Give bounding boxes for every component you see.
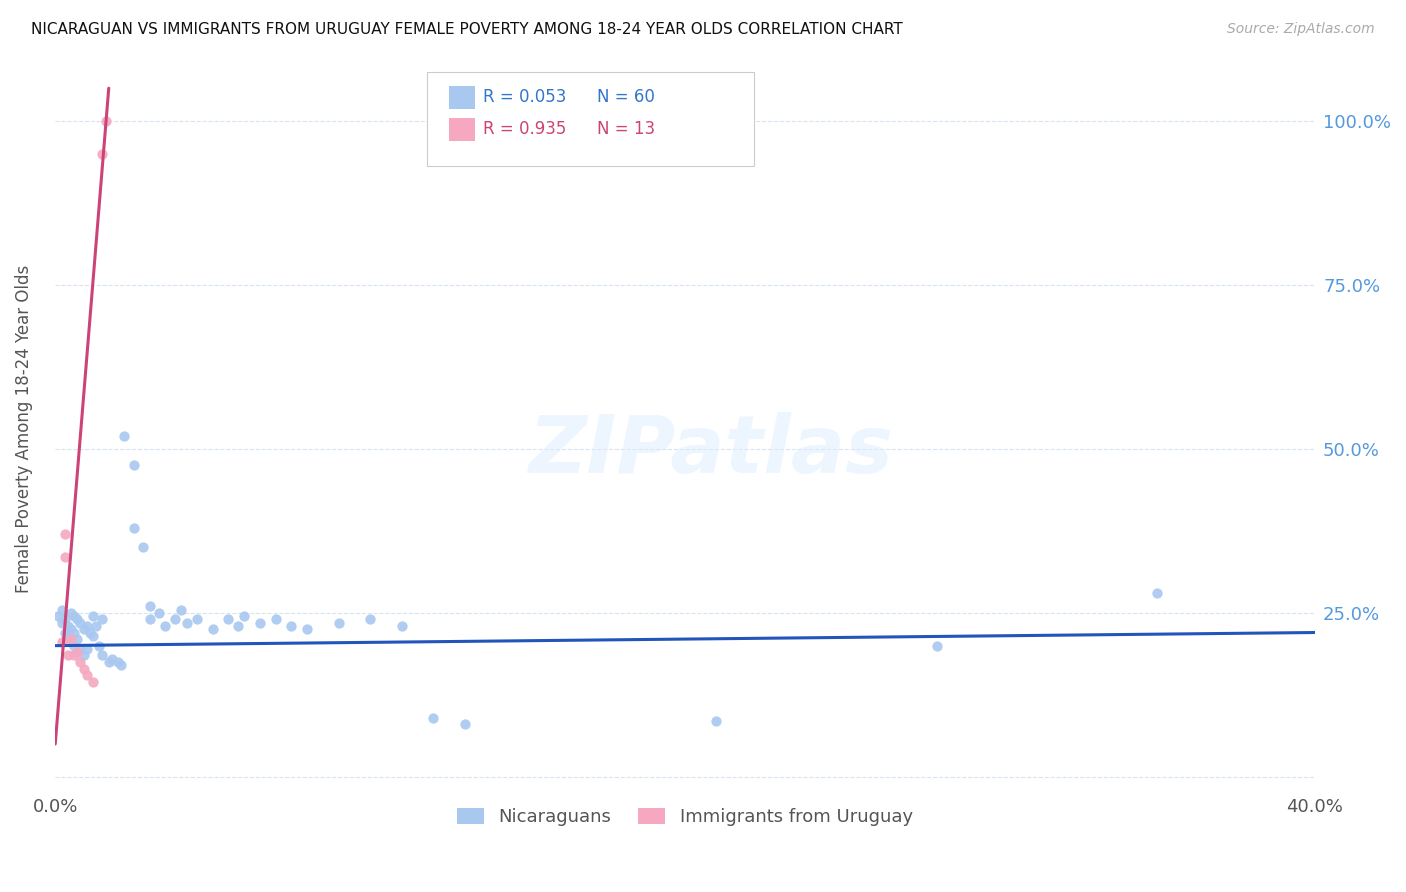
Point bbox=[59, 635, 82, 649]
Point bbox=[56, 629, 79, 643]
Point bbox=[170, 602, 193, 616]
Point bbox=[328, 615, 350, 630]
Point bbox=[91, 612, 114, 626]
Point bbox=[66, 612, 89, 626]
Point bbox=[51, 602, 73, 616]
Point bbox=[122, 458, 145, 473]
Point bbox=[63, 609, 86, 624]
FancyBboxPatch shape bbox=[450, 86, 475, 109]
Point bbox=[69, 615, 91, 630]
Point bbox=[176, 615, 198, 630]
Point bbox=[59, 606, 82, 620]
Point bbox=[163, 612, 186, 626]
Point bbox=[217, 612, 239, 626]
Point bbox=[138, 612, 160, 626]
Text: R = 0.053: R = 0.053 bbox=[484, 88, 567, 106]
Point bbox=[72, 648, 94, 663]
Point bbox=[391, 619, 413, 633]
Point bbox=[51, 615, 73, 630]
Point bbox=[264, 612, 287, 626]
Point bbox=[63, 639, 86, 653]
Point bbox=[76, 619, 98, 633]
Text: R = 0.935: R = 0.935 bbox=[484, 120, 567, 138]
Point bbox=[66, 645, 89, 659]
Text: NICARAGUAN VS IMMIGRANTS FROM URUGUAY FEMALE POVERTY AMONG 18-24 YEAR OLDS CORRE: NICARAGUAN VS IMMIGRANTS FROM URUGUAY FE… bbox=[31, 22, 903, 37]
Point bbox=[72, 662, 94, 676]
Point bbox=[132, 541, 155, 555]
Legend: Nicaraguans, Immigrants from Uruguay: Nicaraguans, Immigrants from Uruguay bbox=[449, 798, 922, 835]
Point bbox=[63, 648, 86, 663]
Point bbox=[114, 429, 136, 443]
Point bbox=[66, 632, 89, 646]
Text: N = 60: N = 60 bbox=[596, 88, 655, 106]
FancyBboxPatch shape bbox=[427, 72, 754, 166]
Y-axis label: Female Poverty Among 18-24 Year Olds: Female Poverty Among 18-24 Year Olds bbox=[15, 265, 32, 593]
Point bbox=[233, 609, 256, 624]
Point bbox=[51, 635, 73, 649]
Point bbox=[201, 622, 224, 636]
Point bbox=[76, 641, 98, 656]
Point bbox=[53, 527, 76, 541]
Point bbox=[82, 674, 104, 689]
Point bbox=[295, 622, 318, 636]
Point bbox=[84, 619, 107, 633]
Point bbox=[186, 612, 208, 626]
Point bbox=[122, 520, 145, 534]
Point bbox=[101, 652, 124, 666]
Point bbox=[56, 619, 79, 633]
Point bbox=[53, 550, 76, 565]
Point bbox=[69, 641, 91, 656]
Point bbox=[53, 625, 76, 640]
Text: Source: ZipAtlas.com: Source: ZipAtlas.com bbox=[1227, 22, 1375, 37]
Point bbox=[82, 609, 104, 624]
Point bbox=[89, 639, 111, 653]
Point bbox=[155, 619, 177, 633]
Point bbox=[94, 114, 117, 128]
Point bbox=[79, 625, 101, 640]
Point bbox=[91, 146, 114, 161]
Point bbox=[925, 639, 948, 653]
Point bbox=[280, 619, 302, 633]
Point bbox=[82, 629, 104, 643]
Point bbox=[48, 609, 70, 624]
Point bbox=[59, 622, 82, 636]
Point bbox=[53, 612, 76, 626]
Point bbox=[107, 655, 129, 669]
Point bbox=[59, 632, 82, 646]
Point bbox=[148, 606, 170, 620]
Point bbox=[1146, 586, 1168, 600]
Point bbox=[91, 648, 114, 663]
Point bbox=[138, 599, 160, 614]
Point bbox=[69, 655, 91, 669]
FancyBboxPatch shape bbox=[450, 118, 475, 141]
Point bbox=[76, 668, 98, 682]
Point bbox=[706, 714, 728, 728]
Point bbox=[63, 625, 86, 640]
Point bbox=[110, 658, 132, 673]
Text: ZIPatlas: ZIPatlas bbox=[527, 412, 893, 490]
Point bbox=[422, 711, 444, 725]
Point bbox=[56, 648, 79, 663]
Point bbox=[249, 615, 271, 630]
Point bbox=[359, 612, 381, 626]
Text: N = 13: N = 13 bbox=[596, 120, 655, 138]
Point bbox=[97, 655, 120, 669]
Point bbox=[226, 619, 249, 633]
Point bbox=[72, 622, 94, 636]
Point bbox=[453, 717, 475, 731]
